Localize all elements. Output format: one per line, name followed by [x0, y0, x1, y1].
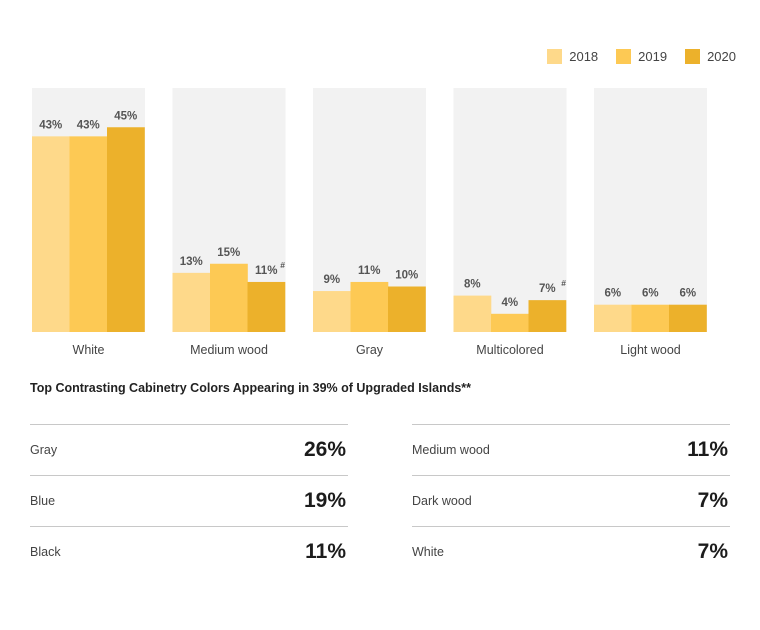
- legend-item-2018: 2018: [547, 49, 598, 64]
- data-label: 7%: [539, 283, 556, 295]
- legend-swatch-2019: [616, 49, 632, 64]
- data-label: 15%: [217, 247, 240, 259]
- data-label: 6%: [679, 288, 696, 300]
- category-label: White: [73, 343, 105, 357]
- contrast-value: 26%: [303, 438, 346, 461]
- data-label: 9%: [323, 274, 340, 286]
- bar: [107, 127, 145, 332]
- legend-item-2020: 2020: [685, 49, 736, 64]
- category-label: Light wood: [620, 343, 681, 357]
- bar: [631, 304, 670, 332]
- footnote-mark: #: [280, 260, 285, 270]
- data-label: 6%: [604, 288, 621, 300]
- bar: [350, 281, 389, 332]
- category-panel: [453, 88, 567, 332]
- bar: [388, 286, 426, 332]
- data-label: 13%: [180, 256, 203, 268]
- bar: [172, 272, 211, 332]
- contrast-row: Medium wood 11%: [412, 424, 730, 475]
- legend-label-2018: 2018: [569, 49, 599, 64]
- contrast-value: 19%: [303, 489, 346, 512]
- category-panel: [594, 88, 707, 332]
- contrast-label: Gray: [30, 443, 58, 457]
- contrast-table-left: Gray 26% Blue 19% Black 11%: [30, 424, 348, 577]
- data-label: 6%: [642, 288, 659, 300]
- legend-label-2020: 2020: [707, 49, 736, 64]
- contrast-label: Black: [30, 545, 61, 559]
- legend-swatch-2018: [547, 49, 563, 64]
- contrast-value: 7%: [697, 489, 728, 512]
- contrast-row: Dark wood 7%: [412, 475, 730, 526]
- bar: [528, 300, 567, 332]
- contrast-table-right: Medium wood 11% Dark wood 7% White 7%: [412, 424, 730, 577]
- data-label: 43%: [77, 119, 100, 131]
- legend-swatch-2020: [685, 49, 701, 64]
- contrast-label: Blue: [30, 494, 56, 508]
- bar: [669, 304, 707, 332]
- legend-label-2019: 2019: [638, 49, 668, 64]
- contrast-row: Blue 19%: [30, 475, 348, 526]
- contrast-label: Medium wood: [412, 443, 490, 457]
- chart-legend: 2018 2019 2020: [547, 49, 736, 64]
- data-label: 43%: [39, 119, 62, 131]
- category-label: Multicolored: [476, 343, 543, 357]
- bar: [453, 295, 492, 332]
- data-label: 11%: [358, 265, 380, 277]
- contrast-row: Gray 26%: [30, 424, 348, 475]
- bar: [247, 281, 286, 332]
- bar: [69, 136, 108, 332]
- category-label: Gray: [356, 343, 384, 357]
- bar: [32, 136, 70, 332]
- data-label: 10%: [395, 270, 418, 282]
- bar: [313, 291, 351, 332]
- legend-item-2019: 2019: [616, 49, 667, 64]
- contrast-value: 11%: [305, 540, 346, 563]
- contrast-value: 7%: [697, 540, 728, 563]
- contrast-value: 11%: [687, 438, 728, 461]
- category-label: Medium wood: [190, 343, 268, 357]
- data-label: 11%: [255, 265, 277, 277]
- contrast-label: Dark wood: [412, 494, 472, 508]
- bar: [594, 304, 632, 332]
- data-label: 45%: [114, 110, 137, 122]
- bar: [210, 263, 248, 332]
- contrast-row: Black 11%: [30, 526, 348, 577]
- data-label: 4%: [501, 297, 518, 309]
- contrast-row: White 7%: [412, 526, 730, 577]
- contrast-subtitle: Top Contrasting Cabinetry Colors Appeari…: [30, 381, 472, 395]
- bar: [491, 313, 529, 332]
- data-label: 8%: [464, 279, 481, 291]
- contrast-label: White: [412, 545, 444, 559]
- footnote-mark: #: [561, 278, 566, 288]
